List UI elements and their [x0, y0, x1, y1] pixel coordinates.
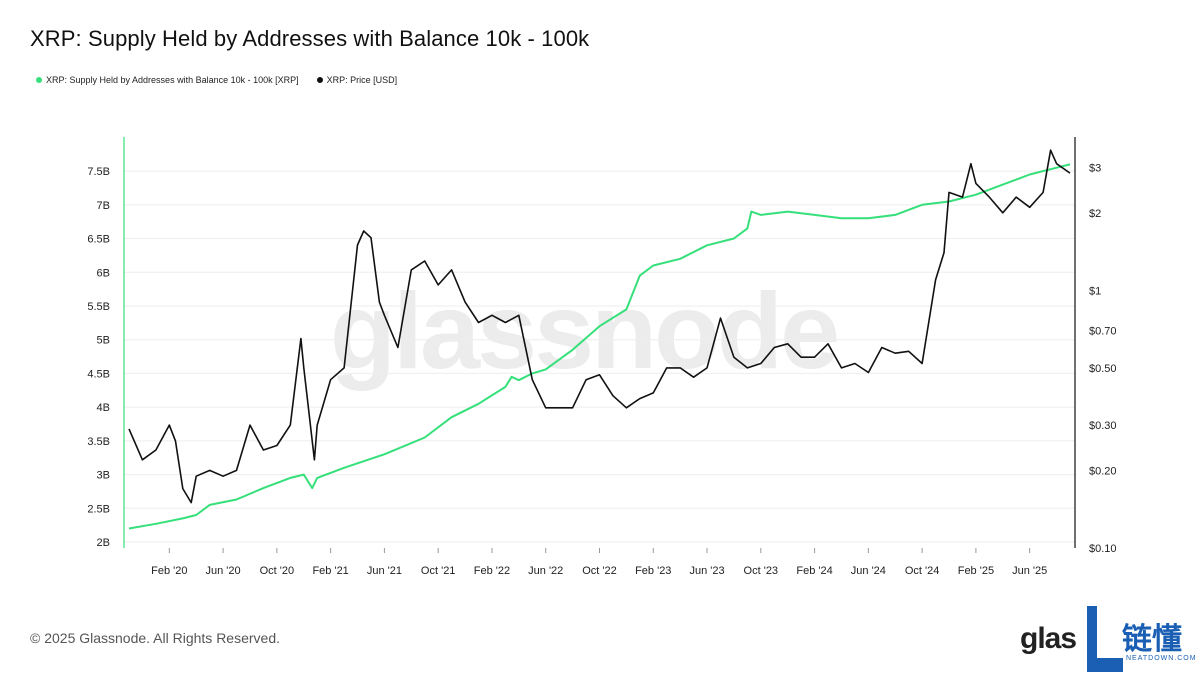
series-line-supply [128, 163, 1071, 530]
legend-label-price: XRP: Price [USD] [326, 75, 398, 85]
y-left-tick-label: 4.5B [87, 368, 110, 380]
legend-label-supply: XRP: Supply Held by Addresses with Balan… [46, 75, 299, 85]
x-tick-label: Oct '22 [582, 565, 617, 577]
x-tick-label: Feb '21 [312, 565, 348, 577]
y-left-tick-label: 5.5B [87, 301, 110, 313]
y-right-tick-label: $0.30 [1089, 420, 1117, 432]
y-right-tick-label: $0.50 [1089, 363, 1117, 375]
x-tick-label: Jun '24 [851, 565, 886, 577]
x-tick-label: Jun '25 [1012, 565, 1047, 577]
x-tick-label: Jun '20 [206, 565, 241, 577]
y-left-tick-label: 7.5B [87, 166, 110, 178]
y-left-tick-label: 2.5B [87, 503, 110, 515]
y-left-tick-label: 2B [97, 537, 110, 549]
logo-text: glas [1020, 622, 1077, 655]
legend-item-price[interactable]: XRP: Price [USD] [316, 75, 398, 85]
chart-title: XRP: Supply Held by Addresses with Balan… [30, 26, 590, 51]
x-tick-label: Feb '22 [474, 565, 510, 577]
y-right-tick-label: $2 [1089, 208, 1101, 220]
logo-cn-text: 链懂 [1122, 622, 1182, 657]
y-left-tick-label: 3.5B [87, 436, 110, 448]
chart-svg: 2B 2.5B 3B 3.5B 4B 4.5B 5B 5.5B 6B 6.5B 7B 7.5B $0.1… [87, 137, 1117, 577]
legend-dot-supply [36, 77, 42, 83]
glassnode-watermark: glassnode [330, 270, 840, 391]
y-left-tick-label: 6.5B [87, 234, 110, 246]
chart-legend: XRP: Supply Held by Addresses with Balan… [36, 75, 397, 85]
legend-dot-price [316, 77, 323, 83]
x-tick-label: Feb '24 [796, 565, 832, 577]
y-right-tick-label: $0.10 [1089, 543, 1117, 555]
x-tick-label: Jun '22 [528, 565, 563, 577]
x-tick-label: Jun '23 [689, 565, 724, 577]
x-tick-label: Feb '25 [958, 565, 994, 577]
y-left-tick-label: 5B [97, 335, 110, 347]
copyright-text: © 2025 Glassnode. All Rights Reserved. [30, 630, 281, 646]
x-tick-label: Oct '20 [260, 565, 295, 577]
legend-item-supply[interactable]: XRP: Supply Held by Addresses with Balan… [36, 75, 299, 85]
series-line-price [128, 149, 1071, 504]
y-right-tick-label: $0.20 [1089, 465, 1117, 477]
x-tick-label: Feb '23 [635, 565, 671, 577]
x-tick-label: Jun '21 [367, 565, 402, 577]
y-left-tick-label: 6B [97, 267, 110, 279]
y-left-tick-label: 4B [97, 402, 110, 414]
logo-sub-text: NEATDOWN.COM [1126, 655, 1197, 662]
neatdown-logo-mark-icon [1087, 606, 1123, 672]
y-left-tick-label: 7B [97, 200, 110, 212]
x-tick-label: Oct '24 [905, 565, 940, 577]
x-tick-label: Oct '21 [421, 565, 456, 577]
y-right-tick-label: $3 [1089, 162, 1101, 174]
y-left-tick-label: 3B [97, 470, 110, 482]
x-tick-label: Oct '23 [744, 565, 779, 577]
x-tick-label: Feb '20 [151, 565, 187, 577]
y-right-tick-label: $1 [1089, 285, 1101, 297]
y-right-tick-label: $0.70 [1089, 325, 1117, 337]
